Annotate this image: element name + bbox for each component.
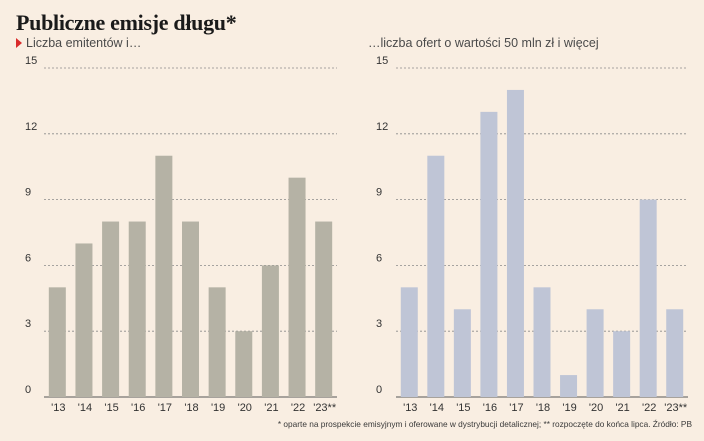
left-chart-subtitle: Liczba emitentów i… xyxy=(16,36,141,50)
right-y-tick-label: 9 xyxy=(376,187,382,199)
left-x-tick-label: '14 xyxy=(78,402,92,414)
right-x-tick-label: '15 xyxy=(456,402,470,414)
left-bar xyxy=(288,177,306,397)
right-bar xyxy=(639,199,657,397)
left-x-tick-label: '16 xyxy=(131,402,145,414)
right-bar xyxy=(453,309,471,397)
chart-title: Publiczne emisje długu* xyxy=(16,10,237,35)
left-x-tick-label: '15 xyxy=(104,402,118,414)
left-x-tick-label: '21 xyxy=(264,402,278,414)
right-bar xyxy=(400,287,418,397)
right-x-tick-label: '22 xyxy=(642,402,656,414)
left-y-tick-label: 12 xyxy=(25,121,37,133)
left-bar xyxy=(102,221,120,397)
right-y-tick-label: 15 xyxy=(376,55,388,67)
right-y-tick-label: 12 xyxy=(376,121,388,133)
left-y-tick-label: 6 xyxy=(25,252,31,264)
left-subtitle-text: Liczba emitentów i… xyxy=(26,36,142,50)
left-x-tick-label: '18 xyxy=(184,402,198,414)
left-y-tick-label: 0 xyxy=(25,384,31,396)
right-bar xyxy=(427,155,445,397)
right-chart-subtitle: …liczba ofert o wartości 50 mln zł i wię… xyxy=(368,36,599,50)
right-x-tick-label: '16 xyxy=(483,402,497,414)
right-bar xyxy=(533,287,551,397)
right-y-tick-label: 6 xyxy=(376,252,382,264)
left-bar xyxy=(155,155,173,397)
left-bar xyxy=(182,221,199,397)
left-x-tick-label: '22 xyxy=(291,402,305,414)
left-x-tick-label: '20 xyxy=(238,402,252,414)
left-bar xyxy=(75,243,93,397)
right-x-tick-label: '13 xyxy=(403,402,417,414)
left-bar xyxy=(235,331,253,397)
right-bar xyxy=(613,331,631,397)
right-bar xyxy=(506,89,524,397)
right-x-tick-label: '20 xyxy=(589,402,603,414)
right-bar xyxy=(560,375,578,397)
right-y-tick-label: 0 xyxy=(376,384,382,396)
footnote: * oparte na prospekcie emisyjnym i ofero… xyxy=(277,419,692,429)
left-x-tick-label: '19 xyxy=(211,402,225,414)
right-bar xyxy=(666,309,684,397)
left-bar xyxy=(261,265,279,397)
right-x-tick-label: '21 xyxy=(615,402,629,414)
triangle-marker-icon xyxy=(16,38,22,48)
left-bar xyxy=(208,287,226,397)
left-bar xyxy=(48,287,66,397)
right-x-tick-label: '23** xyxy=(664,402,688,414)
left-x-tick-label: '17 xyxy=(158,402,172,414)
right-y-tick-label: 3 xyxy=(376,318,382,330)
left-y-tick-label: 3 xyxy=(25,318,31,330)
left-bar xyxy=(315,221,333,397)
right-bar xyxy=(586,309,604,397)
right-x-tick-label: '18 xyxy=(536,402,550,414)
left-bar xyxy=(128,221,146,397)
right-x-tick-label: '17 xyxy=(509,402,523,414)
left-x-tick-label: '23** xyxy=(313,402,337,414)
left-y-tick-label: 9 xyxy=(25,187,31,199)
right-x-tick-label: '14 xyxy=(430,402,444,414)
right-x-tick-label: '19 xyxy=(562,402,576,414)
left-x-tick-label: '13 xyxy=(51,402,65,414)
left-y-tick-label: 15 xyxy=(25,55,37,67)
right-bar xyxy=(480,111,498,397)
